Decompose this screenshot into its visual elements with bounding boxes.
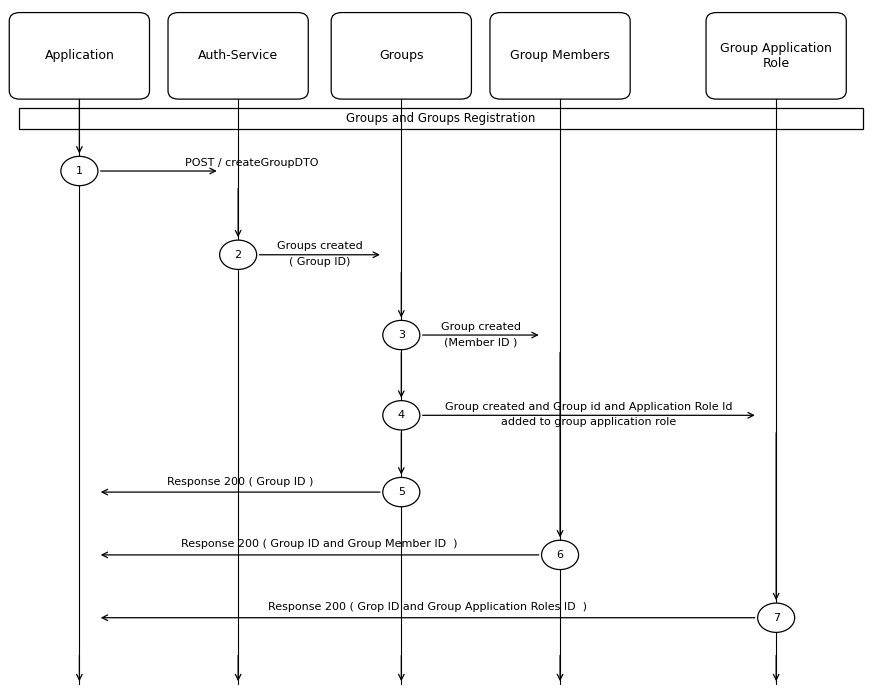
Text: Application: Application	[44, 50, 115, 62]
Text: Groups: Groups	[379, 50, 423, 62]
Text: Response 200 ( Group ID and Group Member ID  ): Response 200 ( Group ID and Group Member…	[182, 540, 458, 549]
Text: 7: 7	[773, 613, 780, 623]
Text: Group Application
Role: Group Application Role	[721, 42, 832, 70]
Text: Group created and Group id and Application Role Id: Group created and Group id and Applicati…	[445, 402, 732, 412]
Text: Response 200 ( Grop ID and Group Application Roles ID  ): Response 200 ( Grop ID and Group Applica…	[268, 602, 587, 612]
Text: added to group application role: added to group application role	[501, 417, 676, 427]
Circle shape	[220, 240, 257, 269]
Circle shape	[383, 401, 420, 430]
Text: Auth-Service: Auth-Service	[198, 50, 278, 62]
Text: ( Group ID): ( Group ID)	[289, 257, 350, 267]
Bar	[19, 108, 863, 129]
Circle shape	[383, 320, 420, 350]
FancyBboxPatch shape	[9, 13, 150, 99]
Circle shape	[61, 156, 98, 186]
Circle shape	[383, 477, 420, 507]
Text: (Member ID ): (Member ID )	[444, 337, 518, 347]
Text: 4: 4	[398, 410, 405, 420]
Text: 5: 5	[398, 487, 405, 497]
FancyBboxPatch shape	[168, 13, 309, 99]
Circle shape	[542, 540, 579, 570]
Text: Group Members: Group Members	[510, 50, 610, 62]
Text: 1: 1	[76, 166, 83, 176]
FancyBboxPatch shape	[706, 13, 847, 99]
Text: Group created: Group created	[441, 322, 520, 332]
FancyBboxPatch shape	[332, 13, 471, 99]
Circle shape	[758, 603, 795, 632]
Text: 3: 3	[398, 330, 405, 340]
Text: 2: 2	[235, 250, 242, 260]
Text: Groups created: Groups created	[277, 242, 363, 251]
Text: POST / createGroupDTO: POST / createGroupDTO	[185, 158, 318, 168]
FancyBboxPatch shape	[490, 13, 630, 99]
Text: Groups and Groups Registration: Groups and Groups Registration	[347, 112, 535, 125]
Text: 6: 6	[557, 550, 564, 560]
Text: Response 200 ( Group ID ): Response 200 ( Group ID )	[168, 477, 313, 487]
